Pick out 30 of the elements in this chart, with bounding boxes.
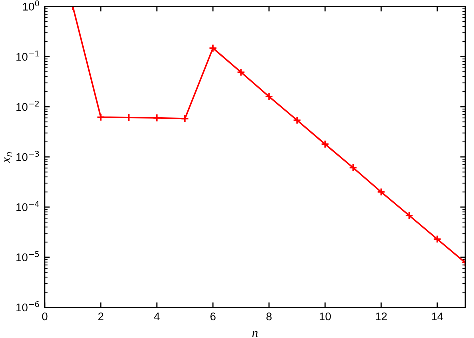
y-tick-label: 10$^{−4}$	[16, 201, 40, 212]
y-tick-label: 10$^{−2}$	[16, 100, 39, 112]
x-axis-title: n	[252, 331, 258, 338]
x-tick-label: 12	[376, 312, 388, 320]
point	[209, 44, 218, 53]
point	[265, 92, 274, 101]
x-tick-label: 4	[154, 312, 160, 320]
point	[96, 113, 106, 122]
x-tick-label: 14	[432, 312, 444, 320]
y-tick-label: 10$^{−6}$	[16, 301, 40, 312]
y-tick-label: 10$^{−1}$	[16, 50, 40, 61]
y-tick-label: 10$^{−3}$	[16, 151, 40, 162]
y-axis-title: x$_{n}$	[4, 152, 12, 164]
point	[181, 114, 190, 124]
point	[377, 188, 386, 196]
x-tick-label: 2	[98, 312, 104, 320]
point	[237, 68, 246, 77]
y-tick-label: 10$^{−5}$	[16, 251, 40, 262]
x-tick-label: 10	[320, 312, 332, 321]
point	[405, 212, 414, 220]
point	[321, 140, 330, 149]
x-tick-label: 8	[266, 312, 272, 321]
x-tick-label: 0	[42, 312, 48, 321]
point	[124, 114, 134, 122]
point	[293, 116, 302, 125]
point	[433, 235, 442, 244]
point	[152, 114, 162, 122]
x-tick-label: 6	[210, 312, 216, 321]
y-tick-label: 10$^{0}$	[23, 0, 40, 11]
point	[349, 164, 358, 172]
